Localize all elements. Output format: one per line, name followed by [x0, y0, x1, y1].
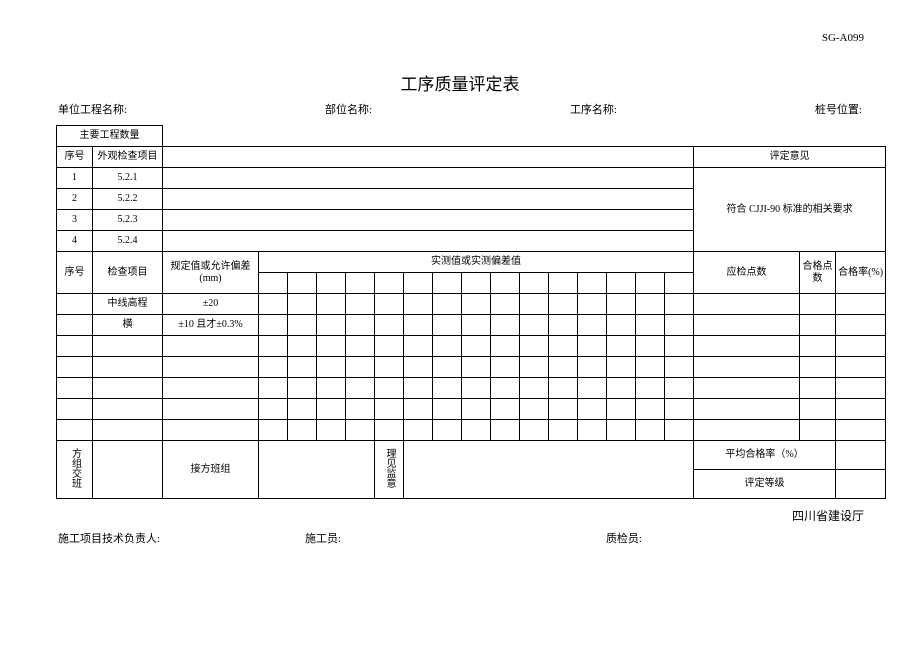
seq-4: 4: [57, 231, 93, 252]
inspector-label: 质检员:: [606, 530, 642, 546]
appearance-4: 5.2.4: [93, 231, 163, 252]
appearance-1: 5.2.1: [93, 168, 163, 189]
seq-header: 序号: [57, 147, 93, 168]
eval-opinion-header: 评定意见: [694, 147, 886, 168]
measured-header: 实测值或实测偏差值: [259, 252, 694, 273]
header-fields: 单位工程名称: 部位名称: 工序名称: 桩号位置:: [56, 101, 864, 117]
authority: 四川省建设厅: [56, 507, 864, 524]
should-check-header: 应检点数: [694, 252, 800, 294]
appearance-3: 5.2.3: [93, 210, 163, 231]
check-item-header: 检查项目: [93, 252, 163, 294]
tech-lead-label: 施工项目技术负责人:: [58, 530, 160, 546]
process-label: 工序名称:: [570, 101, 617, 117]
seq-3: 3: [57, 210, 93, 231]
shift-handover-label: 方组交班: [57, 441, 93, 499]
eval-grade-label: 评定等级: [694, 470, 836, 499]
main-qty-label: 主要工程数量: [57, 126, 163, 147]
row2-item: 横: [93, 315, 163, 336]
constructor-label: 施工员:: [305, 530, 341, 546]
pass-points-header: 合格点数: [800, 252, 836, 294]
unit-project-label: 单位工程名称:: [58, 101, 127, 117]
page-title: 工序质量评定表: [56, 70, 864, 95]
supervise-opinion-label: 理见监意: [375, 441, 404, 499]
part-label: 部位名称:: [325, 101, 372, 117]
seq-2: 2: [57, 189, 93, 210]
row1-spec: ±20: [163, 294, 259, 315]
evaluation-table: 主要工程数量 序号 外观检查项目 评定意见 1 5.2.1 符合 CJJI-90…: [56, 125, 886, 499]
avg-pass-rate-label: 平均合格率（%）: [694, 441, 836, 470]
form-code: SG-A099: [822, 32, 864, 44]
receive-shift-label: 接方班组: [163, 441, 259, 499]
pass-rate-header: 合格率(%): [836, 252, 886, 294]
appearance-2: 5.2.2: [93, 189, 163, 210]
seq-1: 1: [57, 168, 93, 189]
spec-dev-header: 规定值或允许偏差 (mm): [163, 252, 259, 294]
standard-note: 符合 CJJI-90 标准的相关要求: [694, 168, 886, 252]
pile-label: 桩号位置:: [815, 101, 862, 117]
check-seq-header: 序号: [57, 252, 93, 294]
row2-spec: ±10 且才±0.3%: [163, 315, 259, 336]
row1-item: 中线高程: [93, 294, 163, 315]
appearance-header: 外观检查项目: [93, 147, 163, 168]
footer-signatures: 施工项目技术负责人: 施工员: 质检员:: [56, 530, 864, 546]
